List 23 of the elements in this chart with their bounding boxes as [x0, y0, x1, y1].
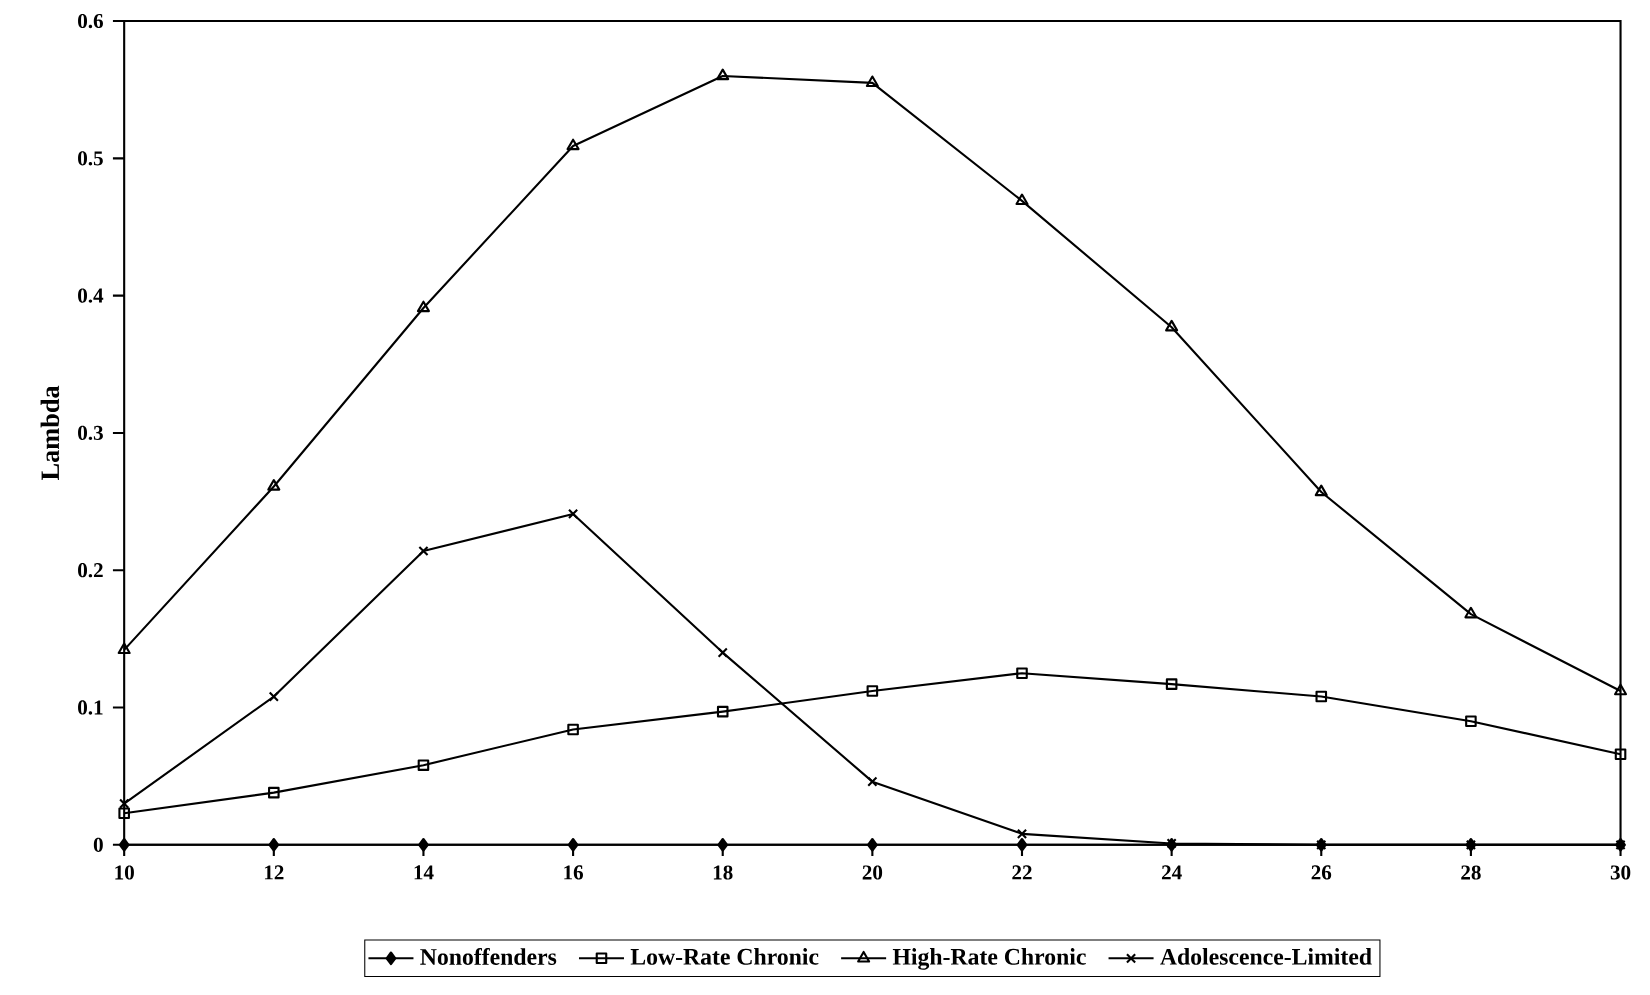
x-tick-label: 12 — [264, 865, 284, 880]
x-tick-label: 10 — [115, 865, 134, 880]
y-tick-label: 0.3 — [78, 425, 103, 440]
x-tick-label: 26 — [1311, 865, 1332, 880]
legend-label: Adolescence-Limited — [1160, 947, 1372, 965]
y-tick-label: 0.4 — [78, 288, 104, 303]
x-tick-label: 24 — [1161, 865, 1182, 880]
y-tick-label: 0.5 — [78, 151, 103, 166]
x-tick-label: 22 — [1012, 865, 1032, 880]
x-tick-label: 18 — [713, 865, 733, 880]
legend-label: Low-Rate Chronic — [630, 947, 819, 965]
x-tick-label: 16 — [564, 865, 584, 880]
y-tick-label: 0.2 — [78, 562, 103, 578]
x-tick-label: 28 — [1461, 865, 1481, 880]
y-tick-label: 0.6 — [78, 13, 103, 29]
legend-label: High-Rate Chronic — [892, 947, 1086, 970]
y-tick-label: 0.1 — [78, 700, 103, 715]
y-tick-label: 0 — [93, 837, 103, 852]
x-tick-label: 30 — [1610, 865, 1631, 880]
legend-label: Nonoffenders — [420, 947, 557, 965]
x-tick-label: 14 — [414, 865, 434, 880]
x-tick-label: 20 — [862, 865, 883, 880]
y-axis-title: Lambda — [40, 385, 60, 480]
